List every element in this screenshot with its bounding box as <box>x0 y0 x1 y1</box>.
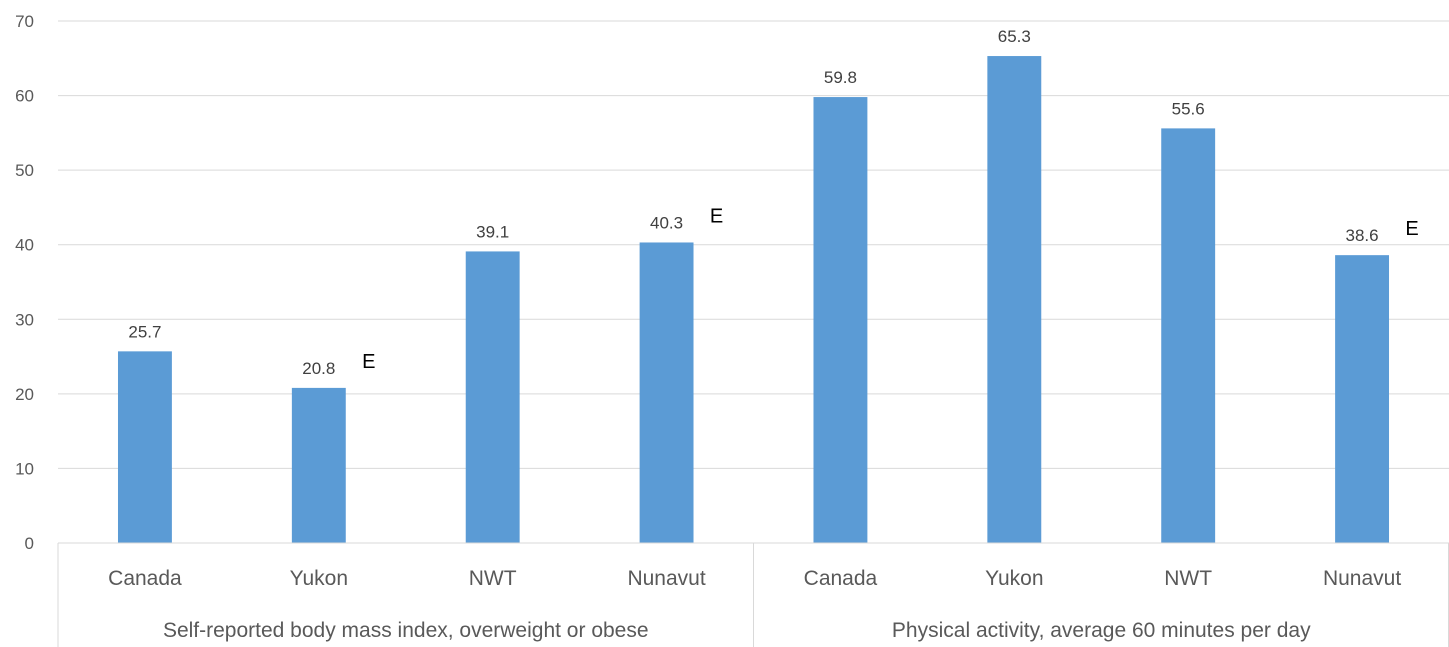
data-label: 25.7 <box>128 322 161 341</box>
data-label: 65.3 <box>998 27 1031 46</box>
data-label: 40.3 <box>650 213 683 232</box>
bar <box>465 251 520 543</box>
category-label: Yukon <box>985 567 1043 590</box>
category-label: Canada <box>804 567 878 590</box>
bar <box>1335 255 1390 543</box>
bar <box>639 242 694 543</box>
y-tick-label: 60 <box>15 87 34 106</box>
category-label: NWT <box>1164 567 1212 590</box>
category-label: Nunavut <box>1323 567 1401 590</box>
y-axis-ticks: 0 10 20 30 40 50 60 70 <box>15 12 34 553</box>
y-tick-label: 10 <box>15 459 34 478</box>
group-label: Physical activity, average 60 minutes pe… <box>892 619 1311 642</box>
category-label: Canada <box>108 567 182 590</box>
estimate-flag: E <box>1405 218 1418 240</box>
bar <box>987 56 1042 543</box>
data-label: 59.8 <box>824 68 857 87</box>
y-tick-label: 70 <box>15 12 34 31</box>
data-labels: 25.7 20.8 E 39.1 40.3 E 59.8 65.3 55.6 38.6 E <box>128 27 1418 378</box>
category-label: Yukon <box>290 567 348 590</box>
y-tick-label: 0 <box>25 534 34 553</box>
bar <box>117 351 172 543</box>
y-tick-label: 40 <box>15 236 34 255</box>
x-axis: Canada Yukon NWT Nunavut Self-reported body … <box>57 542 1449 647</box>
data-label: 20.8 <box>302 359 335 378</box>
group-label: Self-reported body mass index, overweigh… <box>163 619 649 642</box>
data-label: 39.1 <box>476 222 509 241</box>
estimate-flag: E <box>710 205 723 227</box>
data-label: 55.6 <box>1172 99 1205 118</box>
category-label: NWT <box>469 567 517 590</box>
bar <box>813 97 868 543</box>
y-tick-label: 20 <box>15 385 34 404</box>
estimate-flag: E <box>362 351 375 373</box>
gridlines <box>58 20 1449 469</box>
y-tick-label: 50 <box>15 161 34 180</box>
data-label: 38.6 <box>1346 226 1379 245</box>
bar <box>1161 128 1216 543</box>
bar <box>291 387 346 543</box>
y-tick-label: 30 <box>15 310 34 329</box>
bars <box>117 56 1390 543</box>
category-label: Nunavut <box>627 567 705 590</box>
